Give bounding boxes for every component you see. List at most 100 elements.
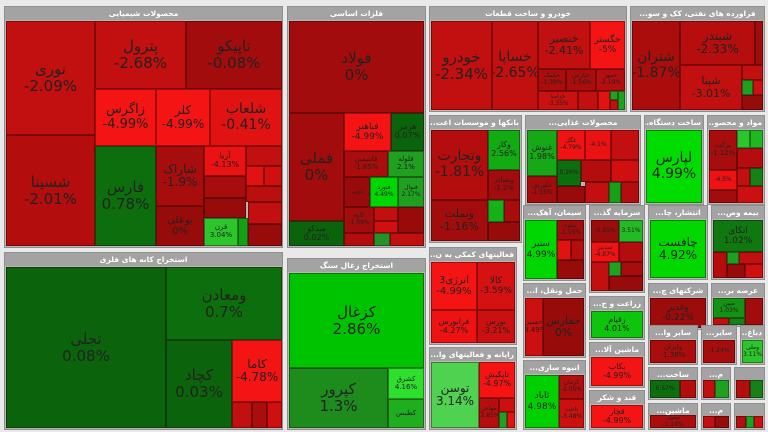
stock-tile[interactable]: -4.1% (585, 130, 611, 160)
micro-stock-tile[interactable] (727, 252, 739, 264)
stock-tile[interactable]: وملی 3.11% (742, 340, 763, 363)
stock-tile[interactable]: قچار -4.99% (591, 405, 643, 428)
stock-tile[interactable]: کپرور 1.3% (289, 368, 388, 428)
stock-tile[interactable]: -0.65% (591, 220, 619, 242)
micro-stock-tile[interactable] (713, 318, 729, 325)
micro-stock-tile[interactable] (578, 91, 598, 110)
stock-tile[interactable]: ثاباد 4.98% (525, 375, 559, 428)
micro-stock-tile[interactable] (398, 207, 424, 233)
stock-tile[interactable]: کچاد 0.03% (166, 340, 232, 428)
stock-tile[interactable]: ساوه -1.15% (557, 220, 584, 240)
micro-stock-tile[interactable] (609, 182, 621, 203)
stock-tile[interactable]: فرابورس -4.27% (431, 310, 477, 343)
stock-tile[interactable]: -4.5% (709, 170, 737, 190)
stock-tile[interactable]: کاوه -1.09% (344, 207, 374, 233)
micro-stock-tile[interactable] (238, 218, 248, 246)
stock-tile[interactable]: 3.51% (619, 220, 643, 242)
stock-tile[interactable]: غنوش 1.98% (527, 130, 557, 176)
stock-tile[interactable]: زقیام 4.01% (591, 311, 643, 338)
stock-tile[interactable]: خودرو -2.34% (431, 21, 492, 110)
stock-tile[interactable]: چافست 4.92% (650, 220, 706, 278)
micro-stock-tile[interactable] (557, 186, 585, 203)
micro-stock-tile[interactable] (344, 233, 374, 246)
micro-stock-tile[interactable] (374, 221, 398, 233)
micro-stock-tile[interactable] (737, 130, 750, 148)
stock-tile[interactable]: میدکو 0.02% (289, 221, 344, 246)
micro-stock-tile[interactable] (750, 168, 763, 186)
micro-stock-tile[interactable] (621, 262, 643, 276)
micro-stock-tile[interactable] (374, 233, 390, 246)
stock-tile[interactable]: کشرق 4.16% (388, 368, 424, 399)
micro-stock-tile[interactable] (739, 252, 763, 264)
micro-stock-tile[interactable] (248, 224, 282, 246)
micro-stock-tile[interactable] (610, 91, 618, 100)
stock-tile[interactable]: وکار 2.56% (488, 130, 520, 170)
micro-stock-tile[interactable] (746, 416, 754, 428)
stock-tile[interactable]: شسینا -2.01% (6, 135, 95, 246)
stock-tile[interactable]: هرمز 0.07% (391, 113, 424, 151)
micro-stock-tile[interactable] (557, 240, 571, 260)
stock-tile[interactable]: خنصیر -2.41% (538, 21, 590, 69)
micro-stock-tile[interactable] (742, 95, 763, 110)
micro-stock-tile[interactable] (736, 416, 746, 428)
micro-stock-tile[interactable] (507, 412, 515, 428)
micro-stock-tile[interactable] (727, 264, 745, 278)
micro-stock-tile[interactable] (703, 416, 715, 428)
stock-tile[interactable]: وتجارت -1.81% (431, 130, 488, 200)
micro-stock-tile[interactable] (246, 186, 282, 202)
stock-tile[interactable]: شلعاب -0.41% (210, 89, 282, 146)
micro-stock-tile[interactable] (264, 166, 282, 186)
micro-stock-tile[interactable] (750, 130, 763, 148)
stock-tile[interactable]: فولاد 0% (289, 21, 424, 113)
stock-tile[interactable]: لپارس 4.99% (646, 130, 702, 203)
stock-tile[interactable]: مبین 1.03% (713, 298, 745, 318)
micro-stock-tile[interactable] (267, 402, 282, 428)
micro-stock-tile[interactable] (753, 80, 763, 95)
micro-stock-tile[interactable] (745, 264, 763, 278)
stock-tile[interactable]: 0.26% (557, 160, 581, 186)
stock-tile[interactable]: شپنا -3.01% (680, 65, 742, 110)
micro-stock-tile[interactable] (611, 160, 639, 182)
stock-tile[interactable]: آریا -4.13% (204, 146, 246, 176)
stock-tile[interactable]: کاما -4.78% (232, 340, 282, 402)
stock-tile[interactable]: ذوب (344, 177, 370, 207)
micro-stock-tile[interactable] (610, 100, 618, 110)
micro-stock-tile[interactable] (715, 416, 729, 428)
micro-stock-tile[interactable] (618, 91, 625, 110)
micro-stock-tile[interactable] (750, 380, 763, 398)
micro-stock-tile[interactable] (557, 260, 584, 279)
stock-tile[interactable]: سنیر 4.99% (525, 220, 557, 279)
micro-stock-tile[interactable] (609, 276, 643, 291)
micro-stock-tile[interactable] (755, 21, 763, 65)
stock-tile[interactable]: کطبس (388, 399, 424, 428)
micro-stock-tile[interactable] (729, 318, 745, 325)
stock-tile[interactable]: وغدیر -0.22% (650, 298, 706, 328)
stock-tile[interactable]: فنورد 4.49% (370, 177, 398, 207)
micro-stock-tile[interactable] (504, 200, 520, 222)
micro-stock-tile[interactable] (246, 146, 282, 166)
stock-tile[interactable]: حسیر-3.49% (525, 298, 543, 356)
stock-tile[interactable]: بوعلی 0% (156, 206, 204, 246)
stock-tile[interactable]: 0.57% (650, 380, 680, 398)
stock-tile[interactable]: فلوله 2.1% (388, 151, 424, 177)
micro-stock-tile[interactable] (742, 65, 763, 80)
micro-stock-tile[interactable] (709, 190, 737, 203)
micro-stock-tile[interactable] (246, 166, 264, 186)
micro-stock-tile[interactable] (488, 222, 520, 241)
micro-stock-tile[interactable] (742, 80, 753, 95)
stock-tile[interactable]: توسن 3.14% (431, 362, 479, 428)
stock-tile[interactable]: قرن 3.04% (204, 218, 238, 246)
micro-stock-tile[interactable] (680, 380, 696, 398)
micro-stock-tile[interactable] (581, 160, 611, 182)
stock-tile[interactable]: مهاجر -2.85% (479, 398, 499, 428)
stock-tile[interactable]: غکورش -1.15% (527, 176, 557, 203)
micro-stock-tile[interactable] (754, 416, 763, 428)
stock-tile[interactable]: نوری -2.09% (6, 21, 95, 135)
micro-stock-tile[interactable] (713, 252, 727, 278)
stock-tile[interactable]: بورس -3.21% (477, 310, 515, 343)
stock-tile[interactable]: غگل -4.79% (557, 130, 585, 160)
micro-stock-tile[interactable] (499, 398, 515, 412)
stock-tile[interactable]: خگستر -5% (590, 21, 625, 69)
stock-tile[interactable]: شتران -1.87% (632, 21, 680, 110)
micro-stock-tile[interactable] (598, 91, 610, 110)
